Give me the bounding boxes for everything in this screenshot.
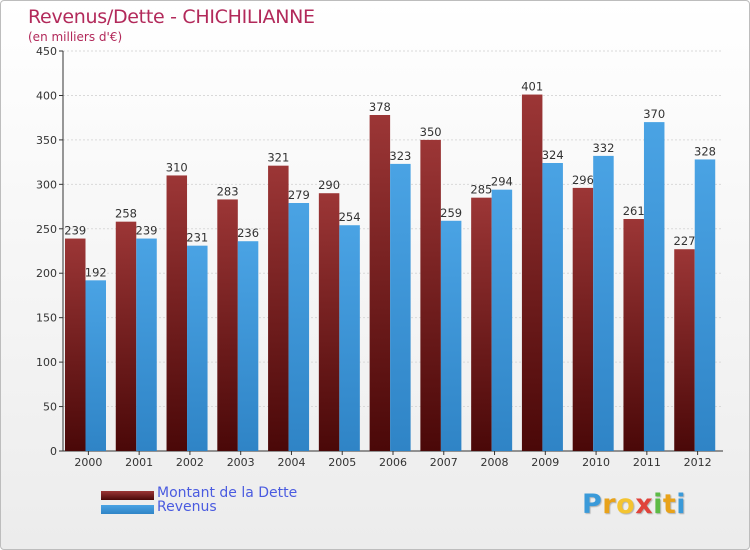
- bar-dette: [268, 165, 289, 451]
- logo-letter: i: [676, 489, 687, 520]
- data-label-dette: 401: [521, 80, 543, 94]
- bar-revenus: [694, 159, 716, 451]
- legend-label-revenus: Revenus: [157, 499, 217, 515]
- bar-dette: [471, 197, 492, 451]
- data-label-dette: 261: [623, 204, 645, 218]
- data-label-revenus: 370: [643, 107, 665, 121]
- x-tick-label: 2008: [481, 456, 509, 469]
- x-tick-label: 2001: [125, 456, 153, 469]
- data-label-revenus: 239: [136, 224, 158, 238]
- bar-revenus: [339, 225, 360, 451]
- data-label-dette: 285: [470, 183, 492, 197]
- y-tick-label: 450: [36, 45, 57, 58]
- data-label-revenus: 236: [237, 226, 259, 240]
- data-label-dette: 350: [420, 125, 442, 139]
- y-tick-label: 350: [36, 134, 57, 147]
- data-label-revenus: 279: [288, 188, 310, 202]
- data-label-dette: 258: [115, 207, 137, 221]
- logo-letter: r: [602, 489, 617, 520]
- x-tick-label: 2011: [633, 456, 661, 469]
- data-label-revenus: 332: [592, 141, 614, 155]
- bar-revenus: [542, 163, 563, 451]
- bar-revenus: [643, 122, 665, 451]
- data-label-revenus: 294: [491, 175, 513, 189]
- data-label-dette: 239: [64, 224, 86, 238]
- bar-dette: [521, 94, 543, 452]
- data-label-revenus: 323: [389, 149, 411, 163]
- bar-dette: [318, 193, 340, 451]
- x-tick-label: 2009: [531, 456, 559, 469]
- bar-revenus: [187, 245, 208, 451]
- y-tick-label: 50: [43, 401, 57, 414]
- bar-revenus: [593, 155, 614, 451]
- proxiti-logo: Proxiti: [582, 489, 686, 520]
- x-tick-label: 2004: [277, 456, 305, 469]
- bar-dette: [369, 115, 391, 451]
- x-tick-label: 2005: [328, 456, 356, 469]
- data-label-dette: 378: [369, 100, 391, 114]
- bar-revenus: [390, 163, 411, 451]
- data-label-revenus: 324: [542, 148, 564, 162]
- bar-revenus: [491, 189, 513, 451]
- data-label-revenus: 328: [694, 144, 716, 158]
- logo-letter: t: [662, 489, 677, 520]
- bar-revenus: [85, 280, 106, 451]
- data-label-revenus: 192: [85, 265, 107, 279]
- data-label-revenus: 254: [339, 210, 361, 224]
- y-tick-label: 200: [36, 267, 57, 280]
- chart-subtitle: (en milliers d'€): [28, 30, 123, 44]
- data-label-revenus: 231: [186, 231, 208, 245]
- x-tick-label: 2002: [176, 456, 204, 469]
- legend-swatch-dette: [101, 491, 154, 500]
- x-tick-label: 2010: [582, 456, 610, 469]
- bar-dette: [166, 175, 188, 451]
- bar-dette: [674, 249, 695, 451]
- bar-dette: [420, 139, 441, 451]
- bar-dette: [115, 221, 137, 451]
- data-label-dette: 290: [318, 178, 340, 192]
- bar-revenus: [440, 220, 462, 451]
- bar-revenus: [237, 241, 259, 451]
- x-tick-label: 2000: [74, 456, 102, 469]
- bar-dette: [623, 219, 644, 451]
- data-label-dette: 227: [674, 234, 696, 248]
- x-tick-label: 2012: [684, 456, 712, 469]
- legend-swatch-revenus: [101, 505, 154, 514]
- x-tick-label: 2007: [430, 456, 458, 469]
- y-tick-label: 300: [36, 178, 57, 191]
- y-tick-label: 0: [50, 445, 57, 458]
- data-label-dette: 310: [166, 160, 188, 174]
- data-label-revenus: 259: [440, 206, 462, 220]
- data-label-dette: 283: [217, 184, 239, 198]
- data-label-dette: 296: [572, 173, 594, 187]
- logo-letter: o: [616, 489, 636, 520]
- x-tick-label: 2006: [379, 456, 407, 469]
- y-tick-label: 150: [36, 312, 57, 325]
- bar-revenus: [136, 238, 157, 451]
- logo-letter: x: [635, 489, 654, 520]
- bar-dette: [65, 238, 86, 451]
- x-tick-label: 2003: [227, 456, 255, 469]
- chart-title: Revenus/Dette - CHICHILIANNE: [28, 6, 315, 28]
- legend-label-dette: Montant de la Dette: [157, 485, 298, 501]
- y-tick-label: 100: [36, 356, 57, 369]
- logo-letter: i: [653, 489, 663, 520]
- y-tick-label: 250: [36, 223, 57, 236]
- bar-dette: [572, 187, 594, 451]
- y-tick-label: 400: [36, 89, 57, 102]
- data-label-dette: 321: [267, 151, 289, 165]
- logo-letter: P: [582, 489, 603, 520]
- bar-revenus: [288, 203, 310, 451]
- bar-dette: [217, 199, 238, 451]
